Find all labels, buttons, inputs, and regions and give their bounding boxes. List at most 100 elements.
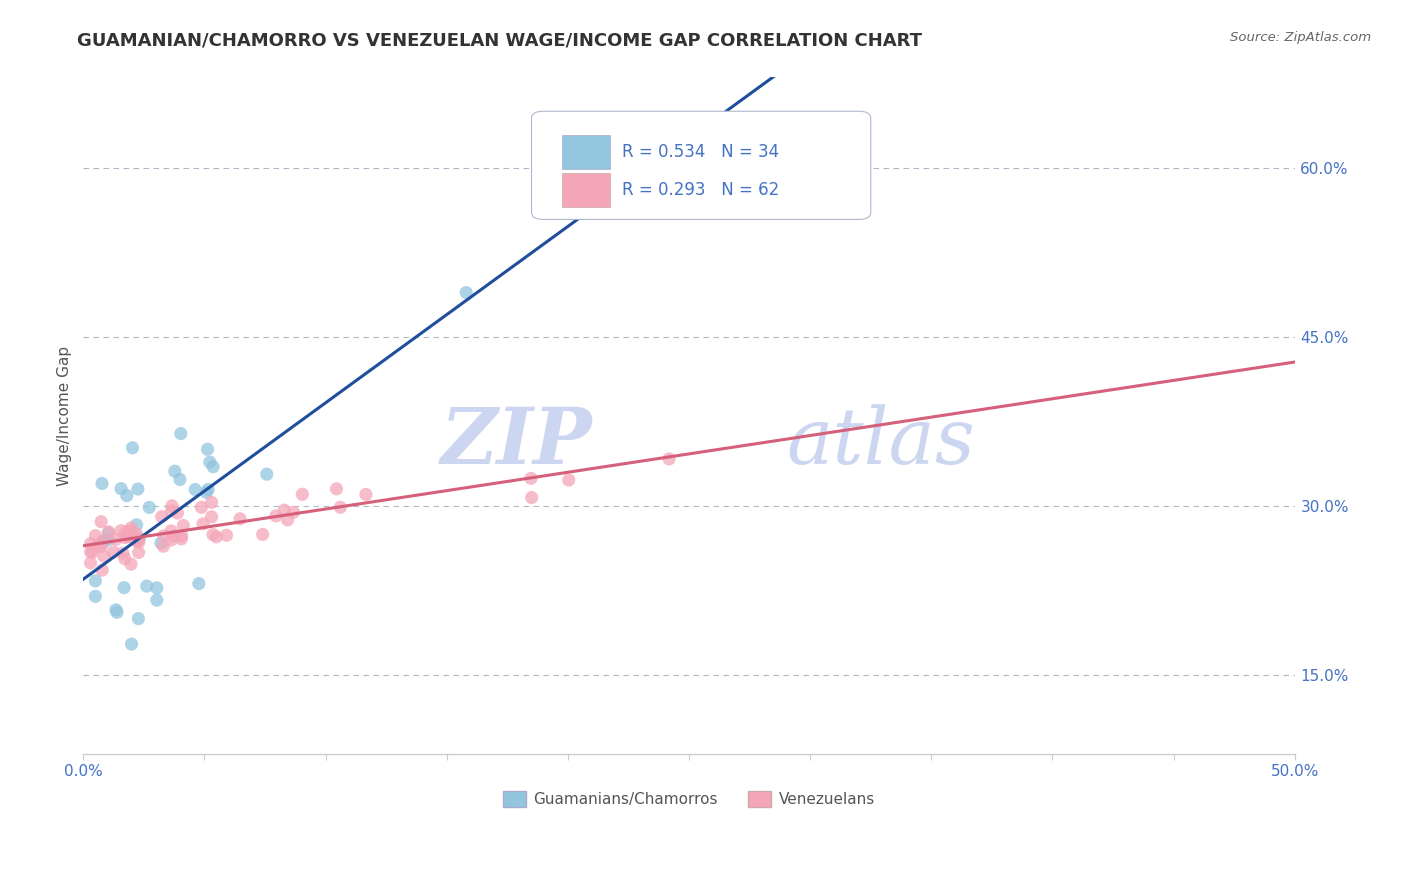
- Point: [146, 581, 169, 595]
- Point: [110, 524, 132, 538]
- Point: [127, 612, 149, 626]
- Text: R = 0.293   N = 62: R = 0.293 N = 62: [623, 181, 780, 199]
- Point: [125, 534, 148, 549]
- Point: [128, 535, 150, 549]
- Point: [111, 546, 134, 560]
- Point: [190, 500, 212, 515]
- Point: [291, 487, 314, 501]
- Point: [79, 537, 101, 551]
- Point: [152, 529, 174, 543]
- Point: [103, 545, 125, 559]
- Point: [170, 426, 193, 441]
- Point: [160, 524, 183, 538]
- Point: [115, 489, 138, 503]
- Point: [87, 539, 110, 553]
- Point: [325, 482, 347, 496]
- Legend: Guamanians/Chamorros, Venezuelans: Guamanians/Chamorros, Venezuelans: [496, 785, 882, 814]
- Point: [172, 518, 194, 533]
- Point: [197, 442, 219, 457]
- Point: [84, 574, 107, 588]
- Point: [329, 500, 352, 515]
- Point: [152, 539, 174, 553]
- Point: [121, 524, 143, 539]
- Point: [256, 467, 278, 482]
- Point: [201, 527, 224, 541]
- Point: [93, 549, 115, 564]
- Point: [160, 499, 183, 513]
- Point: [166, 506, 188, 520]
- Point: [170, 529, 193, 543]
- Point: [104, 533, 127, 547]
- Point: [114, 551, 136, 566]
- FancyBboxPatch shape: [562, 173, 610, 207]
- Point: [105, 605, 128, 619]
- Point: [97, 533, 120, 547]
- Point: [187, 576, 209, 591]
- Point: [91, 535, 114, 549]
- Point: [91, 476, 114, 491]
- Point: [283, 505, 305, 519]
- Point: [125, 526, 148, 541]
- Point: [120, 557, 142, 571]
- Point: [354, 487, 377, 501]
- Point: [160, 504, 183, 518]
- Point: [191, 516, 214, 531]
- Point: [114, 525, 136, 540]
- Point: [121, 637, 143, 651]
- Text: GUAMANIAN/CHAMORRO VS VENEZUELAN WAGE/INCOME GAP CORRELATION CHART: GUAMANIAN/CHAMORRO VS VENEZUELAN WAGE/IN…: [77, 31, 922, 49]
- Point: [264, 508, 287, 523]
- Point: [170, 532, 193, 546]
- Point: [200, 495, 222, 509]
- Point: [198, 455, 221, 469]
- Point: [197, 483, 219, 497]
- Point: [110, 482, 132, 496]
- Point: [127, 482, 149, 496]
- Point: [112, 581, 135, 595]
- Point: [205, 530, 228, 544]
- Y-axis label: Wage/Income Gap: Wage/Income Gap: [58, 345, 72, 485]
- Point: [229, 512, 252, 526]
- Text: atlas: atlas: [786, 404, 974, 481]
- Point: [118, 530, 141, 544]
- Point: [91, 534, 114, 549]
- Point: [520, 491, 543, 505]
- Point: [82, 545, 104, 559]
- Point: [160, 533, 183, 548]
- Point: [125, 517, 148, 532]
- FancyBboxPatch shape: [562, 135, 610, 169]
- Point: [146, 593, 169, 607]
- Point: [138, 500, 160, 515]
- Point: [195, 485, 218, 500]
- Point: [135, 579, 157, 593]
- Point: [520, 471, 543, 485]
- Point: [117, 524, 139, 538]
- Point: [202, 459, 225, 474]
- Point: [169, 473, 191, 487]
- Point: [273, 503, 295, 517]
- Text: R = 0.534   N = 34: R = 0.534 N = 34: [623, 143, 779, 161]
- Point: [91, 563, 114, 577]
- Point: [90, 539, 112, 553]
- Text: ZIP: ZIP: [440, 404, 592, 481]
- Point: [184, 483, 207, 497]
- Point: [128, 545, 150, 559]
- Point: [79, 545, 101, 559]
- Point: [658, 451, 681, 466]
- Point: [277, 513, 299, 527]
- Point: [557, 473, 579, 487]
- Point: [456, 285, 478, 300]
- Point: [84, 529, 107, 543]
- Point: [215, 528, 238, 542]
- Point: [150, 509, 173, 524]
- Point: [128, 532, 150, 546]
- Point: [79, 556, 101, 570]
- Point: [127, 532, 149, 546]
- Point: [149, 536, 172, 550]
- Point: [97, 525, 120, 540]
- Point: [97, 524, 120, 539]
- Point: [114, 531, 136, 545]
- Point: [201, 509, 224, 524]
- Point: [163, 464, 186, 478]
- Point: [84, 590, 107, 604]
- FancyBboxPatch shape: [531, 112, 870, 219]
